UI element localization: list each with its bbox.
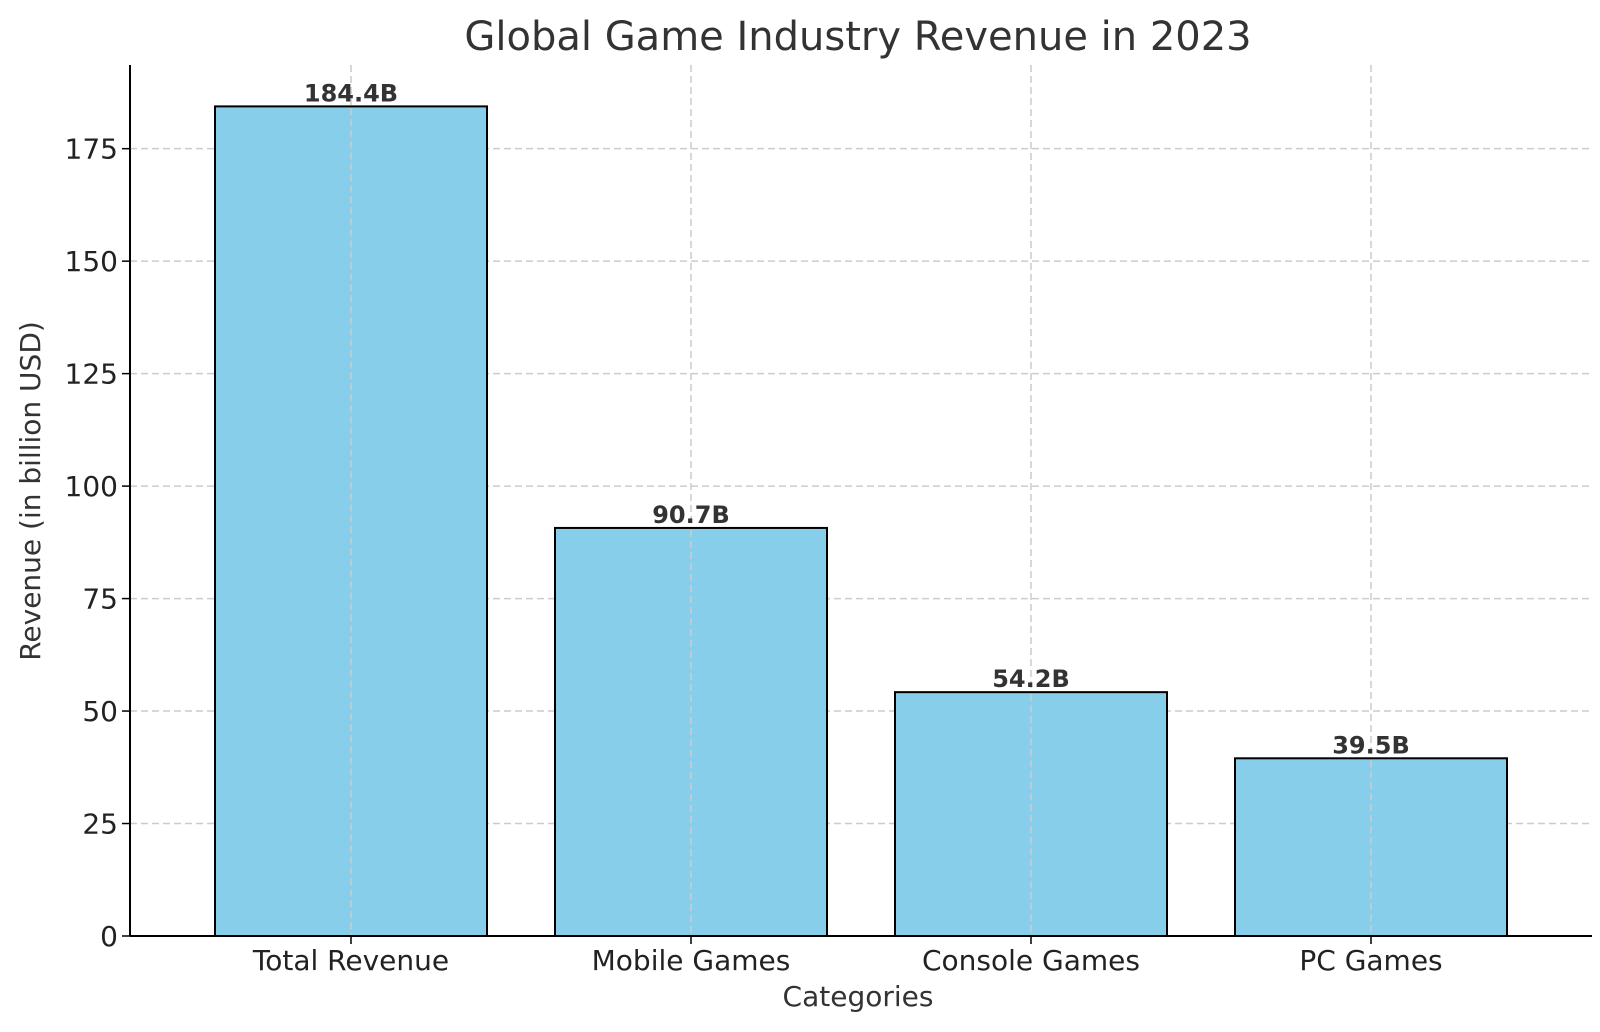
y-tick-label: 75: [82, 583, 118, 616]
chart-title: Global Game Industry Revenue in 2023: [464, 14, 1251, 60]
y-axis-title: Revenue (in billion USD): [14, 321, 47, 661]
x-axis-title: Categories: [783, 980, 934, 1013]
y-tick-label: 50: [82, 695, 118, 728]
x-tick-label: Total Revenue: [252, 944, 449, 977]
bar-value-label: 54.2B: [992, 665, 1070, 693]
bar-value-label: 39.5B: [1332, 731, 1410, 759]
bar-layer: [214, 105, 1508, 938]
y-tick-label: 100: [65, 470, 118, 503]
y-tick-label: 175: [65, 133, 118, 166]
axis-layer: [122, 65, 1592, 944]
y-tick-label: 25: [82, 808, 118, 841]
bar-value-label: 184.4B: [304, 79, 398, 107]
y-tick-label: 125: [65, 358, 118, 391]
x-tick-label: Console Games: [922, 944, 1140, 977]
x-tick-label: PC Games: [1299, 944, 1442, 977]
label-layer: 0 25 50 75 100 125 150 175 Total Revenue Mobile G…: [65, 79, 1443, 977]
y-tick-label: 150: [65, 245, 118, 278]
y-tick-label: 0: [100, 920, 118, 953]
bar-value-label: 90.7B: [652, 501, 730, 529]
x-tick-label: Mobile Games: [592, 944, 791, 977]
